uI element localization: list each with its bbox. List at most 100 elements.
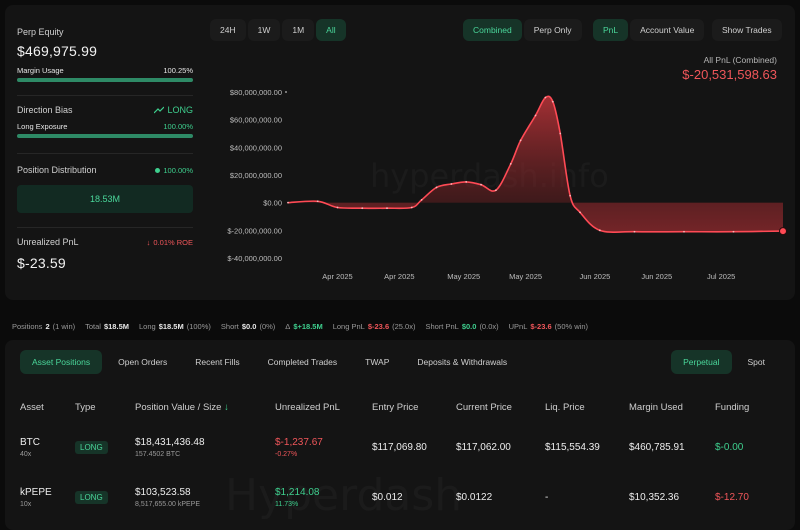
metric-button-account-value[interactable]: Account Value: [630, 19, 705, 41]
column-header-asset[interactable]: Asset: [20, 392, 75, 422]
divider: [17, 153, 193, 154]
tab-deposits-withdrawals[interactable]: Deposits & Withdrawals: [417, 357, 508, 367]
position-value-cell-sub: 157.4502 BTC: [135, 450, 181, 458]
column-header-funding[interactable]: Funding: [715, 392, 780, 422]
pnl-point: [598, 229, 601, 232]
y-tick-label: $0.00: [263, 199, 282, 208]
metric-button-pnl[interactable]: PnL: [593, 19, 629, 41]
pnl-point: [579, 211, 581, 214]
liq-price-cell: -: [545, 472, 629, 522]
tab-twap[interactable]: TWAP: [365, 357, 390, 367]
position-distribution-pct: 100.00%: [163, 165, 193, 175]
column-header-unrealized-pnl[interactable]: Unrealized PnL: [275, 392, 372, 422]
column-header-current-price[interactable]: Current Price: [456, 392, 545, 422]
stat-label: UPnL: [508, 321, 528, 331]
pnl-point: [316, 200, 319, 203]
type-badge: LONG: [75, 440, 108, 454]
column-header-type[interactable]: Type: [75, 392, 135, 422]
y-tick-label: $-40,000,000.00: [227, 254, 282, 263]
column-header-liq-price[interactable]: Liq. Price: [545, 392, 629, 422]
x-tick-label: May 2025: [447, 272, 480, 281]
pnl-chart[interactable]: $80,000,000.00 $60,000,000.00 $40,000,000.…: [210, 5, 795, 300]
tab-open-orders[interactable]: Open Orders: [118, 357, 168, 367]
margin-used-cell-value: $10,352.36: [629, 491, 680, 503]
tab-completed-trades[interactable]: Completed Trades: [267, 357, 338, 367]
column-header-margin-used[interactable]: Margin Used: [629, 392, 715, 422]
y-tick-label: $80,000,000.00: [230, 88, 282, 97]
table-row[interactable]: BTC 40x LONG $18,431,436.48 157.4502 BTC $-1,…: [20, 422, 780, 472]
position-value-cell: $18,431,436.48 157.4502 BTC: [135, 422, 275, 472]
tab-perpetual[interactable]: Perpetual: [671, 350, 732, 374]
pnl-latest-point[interactable]: [779, 227, 787, 236]
range-button-1w[interactable]: 1W: [247, 19, 281, 41]
current-price-cell: $117,062.00: [456, 422, 545, 472]
stat-value: $+18.5M: [293, 321, 323, 331]
range-button-all[interactable]: All: [316, 19, 346, 41]
margin-usage-label: Margin Usage: [17, 66, 64, 75]
column-header-label: Liq. Price: [545, 401, 585, 413]
stat-extra: (100%): [186, 321, 211, 331]
funding-cell: $-12.70: [715, 472, 780, 522]
pnl-point: [534, 114, 537, 117]
range-button-24h[interactable]: 24H: [210, 19, 246, 41]
liq-price-cell-value: $115,554.39: [545, 441, 600, 453]
asset-cell: BTC 40x: [20, 422, 75, 472]
pnl-point: [633, 230, 636, 233]
table-header-row: Asset Type Position Value / Size ↓ Unrealiz…: [20, 392, 780, 422]
pnl-point: [559, 132, 562, 135]
long-exposure-bar-fill: [17, 134, 193, 138]
stat-positions: Positions 2 (1 win): [12, 322, 75, 331]
column-header-position-value-size[interactable]: Position Value / Size ↓: [135, 392, 275, 422]
asset-cell: kPEPE 10x: [20, 472, 75, 522]
arrow-down-icon: ↓: [146, 237, 151, 247]
range-button-1m[interactable]: 1M: [282, 19, 315, 41]
column-header-label: Unrealized PnL: [275, 401, 340, 413]
stat-label: Δ: [285, 321, 291, 331]
tab-recent-fills[interactable]: Recent Fills: [195, 357, 240, 367]
view-selector: Combined Perp Only: [463, 19, 582, 41]
tab-asset-positions[interactable]: Asset Positions: [20, 350, 103, 374]
long-exposure-label: Long Exposure: [17, 122, 68, 131]
stat-extra: (0.0x): [479, 321, 499, 331]
unrealized-pnl-cell: $-1,237.67 -0.27%: [275, 422, 372, 472]
table-body: BTC 40x LONG $18,431,436.48 157.4502 BTC $-1,…: [20, 422, 780, 522]
positions-stats-strip: Positions 2 (1 win) Total $18.5M Long $18.5M (1…: [0, 316, 800, 336]
position-distribution-bar[interactable]: 18.53M: [17, 185, 193, 213]
summary-column: Perp Equity $469,975.99 Margin Usage 100…: [5, 5, 205, 300]
current-price-cell-value: $117,062.00: [456, 441, 511, 453]
pnl-point: [435, 186, 438, 189]
perp-equity-label: Perp Equity: [17, 27, 64, 37]
funding-cell: $-0.00: [715, 422, 780, 472]
stat-extra: (25.0x): [392, 321, 416, 331]
column-header-entry-price[interactable]: Entry Price: [372, 392, 456, 422]
pnl-point: [519, 139, 522, 142]
entry-price-cell: $117,069.80: [372, 422, 456, 472]
pnl-area-positive: [288, 96, 573, 203]
x-tick-label: Jul 2025: [707, 272, 735, 281]
pnl-point: [450, 183, 453, 185]
current-price-cell: $0.0122: [456, 472, 545, 522]
margin-usage-bar: [17, 78, 193, 82]
pnl-point: [336, 206, 339, 209]
direction-bias-label: Direction Bias: [17, 105, 73, 115]
sort-desc-icon: ↓: [221, 401, 229, 413]
column-header-label: Funding: [715, 401, 750, 413]
show-trades-button[interactable]: Show Trades: [712, 19, 782, 41]
table-row[interactable]: kPEPE 10x LONG $103,523.58 8,517,655.00 kPEP…: [20, 472, 780, 522]
view-button-combined[interactable]: Combined: [463, 19, 522, 41]
stat-value: 2: [45, 321, 50, 331]
positions-table: Asset Type Position Value / Size ↓ Unrealiz…: [20, 392, 780, 522]
view-button-perp-only[interactable]: Perp Only: [523, 19, 582, 41]
pnl-point: [420, 199, 423, 201]
tab-spot[interactable]: Spot: [747, 357, 766, 367]
liq-price-cell-value: -: [545, 491, 549, 503]
pnl-point: [465, 181, 468, 183]
perp-equity-value: $469,975.99: [17, 43, 98, 59]
market-tabs: Perpetual Spot: [671, 350, 777, 374]
current-price-cell-value: $0.0122: [456, 491, 493, 503]
unrealized-pnl-cell-value: $-1,237.67: [275, 436, 323, 448]
positions-tabs: Asset Positions Open Orders Recent Fills Co…: [20, 350, 519, 374]
stat-: Δ $+18.5M: [285, 322, 322, 331]
funding-cell-value: $-12.70: [715, 491, 749, 503]
pnl-point: [287, 201, 289, 204]
